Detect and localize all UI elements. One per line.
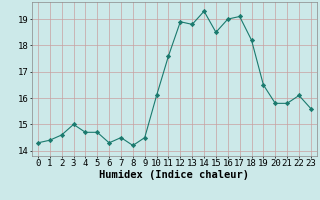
X-axis label: Humidex (Indice chaleur): Humidex (Indice chaleur) [100,170,249,180]
